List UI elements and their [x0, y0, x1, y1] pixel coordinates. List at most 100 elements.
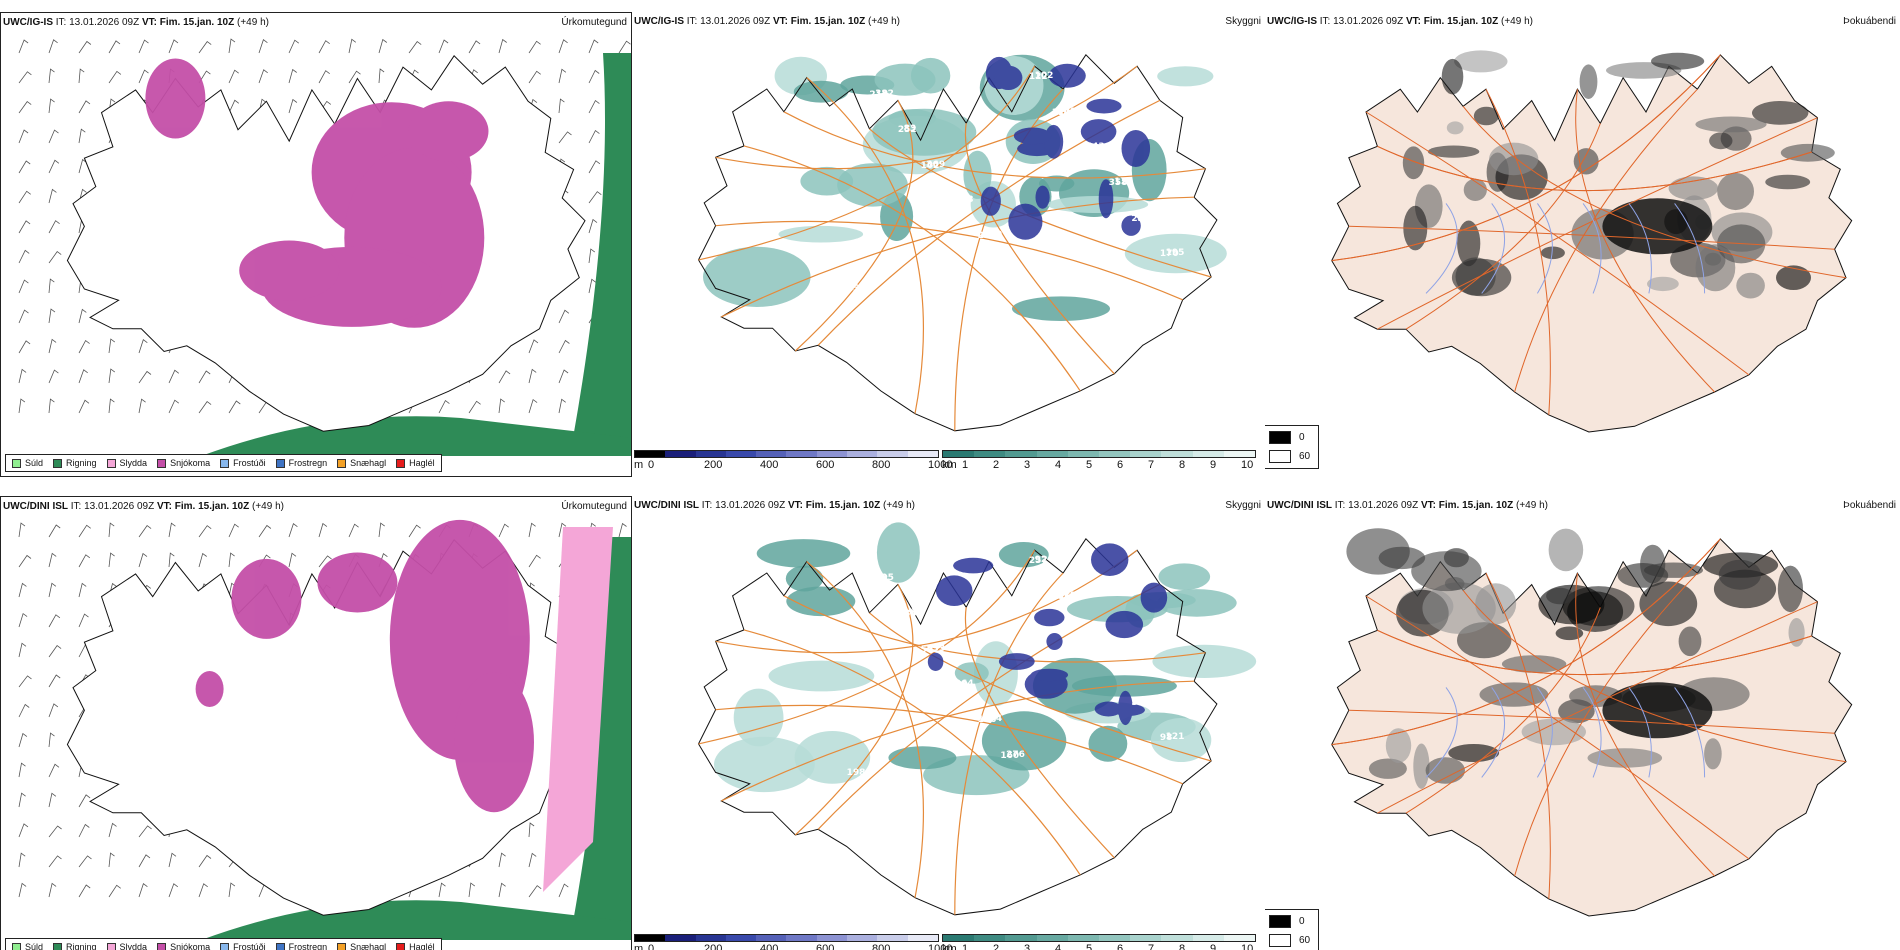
wind-barb	[198, 41, 212, 54]
height-tick: 0	[648, 943, 655, 950]
legend-swatch	[12, 458, 21, 468]
visibility-tick: 10	[1241, 459, 1254, 471]
legend-item: Frostregn	[275, 458, 327, 468]
snow-patch	[145, 58, 206, 139]
scale-cell	[907, 451, 938, 457]
wind-barb	[138, 339, 148, 354]
cloud-base-label: 205	[1109, 662, 1128, 672]
scale-cell	[665, 451, 696, 457]
cloud-base-label: 195	[1166, 248, 1185, 258]
height-tick: 0	[648, 459, 655, 471]
cloud-base-label: 257	[1029, 556, 1048, 566]
wind-barb	[108, 522, 115, 538]
visibility-tick: 6	[1117, 459, 1124, 471]
wind-barb	[168, 39, 179, 54]
cloud-base-label: 333	[926, 644, 945, 654]
wind-barb	[48, 129, 59, 144]
legend-item: Slydda	[106, 942, 147, 950]
visibility-scale: km 1 2 3 4 5 6 7 8 9 10	[942, 934, 1256, 950]
wind-barb	[228, 69, 239, 84]
visibility-tick: 8	[1179, 459, 1186, 471]
scale-cell	[943, 935, 975, 941]
wind-barb	[48, 39, 58, 54]
legend-label: Snjókoma	[170, 458, 211, 468]
visibility-tick: 6	[1117, 943, 1124, 950]
vt-label: VT:	[1420, 500, 1436, 511]
wind-barb	[108, 368, 116, 384]
wind-barb	[18, 762, 26, 778]
panel-header: UWC/IG-IS IT: 13.01.2026 09Z VT: Fim. 15…	[634, 16, 900, 27]
fog-map	[1331, 528, 1853, 917]
model-name: UWC/IG-IS	[634, 16, 684, 27]
it-label: IT:	[55, 17, 67, 28]
panel-header: UWC/IG-IS IT: 13.01.2026 09Z VT: Fim. 15…	[1267, 16, 1533, 27]
vt-label: VT:	[1405, 16, 1421, 27]
wind-barb	[318, 70, 330, 84]
fog-legend-low: 0	[1299, 916, 1305, 927]
wind-barb	[558, 68, 567, 84]
visibility-scale-cells	[942, 934, 1256, 942]
wind-barb	[288, 68, 297, 84]
visibility-tick: 3	[1024, 943, 1031, 950]
wind-barb	[288, 552, 297, 568]
scale-cell	[1223, 451, 1256, 457]
it-label: IT:	[686, 16, 698, 27]
legend-item: Snjókoma	[157, 458, 210, 468]
scale-cell	[877, 451, 908, 457]
legend-item: Rigning	[53, 458, 97, 468]
wind-barb	[528, 885, 542, 898]
snow-patch	[231, 558, 302, 639]
legend-item: Frostregn	[275, 942, 327, 950]
wind-barb	[558, 398, 566, 414]
wind-barb	[18, 554, 32, 568]
it-label: IT:	[1334, 500, 1346, 511]
wind-barb	[588, 248, 596, 264]
wind-barb	[528, 522, 536, 538]
wind-barb	[228, 523, 239, 538]
wind-barb	[48, 398, 55, 414]
wind-barb	[558, 339, 570, 354]
wind-barb	[48, 674, 61, 688]
wind-barb	[378, 68, 385, 84]
scale-cell	[1192, 935, 1224, 941]
cloud-base-label: 102	[921, 161, 940, 171]
wind-barb	[528, 554, 541, 568]
wind-barb	[498, 370, 511, 384]
wind-barb	[198, 525, 212, 538]
wind-barb	[528, 40, 541, 54]
wind-barb	[318, 522, 328, 538]
cloud-base-label: 160	[1000, 751, 1019, 761]
wind-barb	[78, 68, 85, 84]
wind-barb	[18, 101, 32, 114]
wind-barb	[408, 41, 422, 54]
cloud-base-label: 660	[841, 539, 860, 549]
legend-swatch	[220, 942, 230, 950]
wind-barb	[48, 98, 55, 114]
cloud-map: 660 136 592 503 160 262 225 530 98 257 186 205 196 19…	[697, 522, 1257, 916]
wind-barb	[108, 338, 116, 354]
wind-barb	[18, 39, 29, 54]
rivers	[1425, 203, 1706, 294]
panel-title: Þokuábendi	[1843, 500, 1896, 511]
wind-barb	[108, 70, 122, 84]
snow-patch	[454, 672, 534, 813]
cloud-map-panel: UWC/DINI ISL IT: 13.01.2026 09Z VT: Fim.…	[632, 496, 1265, 950]
wind-barb	[228, 400, 241, 414]
fog-index-shading	[1346, 528, 1805, 789]
lead-time: (+49 h)	[252, 501, 284, 512]
wind-barb	[18, 642, 27, 658]
height-tick: 1000	[928, 459, 953, 471]
legend-label: Rigning	[66, 458, 97, 468]
cloud-base-label: 92	[1035, 555, 1048, 565]
wind-barb	[168, 399, 180, 414]
coastline	[697, 538, 1218, 916]
height-tick: 200	[704, 943, 723, 950]
initial-time: 13.01.2026 09Z	[1348, 500, 1419, 511]
wind-barb	[318, 40, 330, 54]
visibility-tick: 1	[962, 459, 969, 471]
wind-barb	[498, 852, 506, 868]
scale-cell	[1192, 451, 1224, 457]
scale-cell	[847, 935, 878, 941]
fog-legend-row: 60	[1269, 934, 1310, 947]
visibility-tick: 2	[993, 943, 1000, 950]
